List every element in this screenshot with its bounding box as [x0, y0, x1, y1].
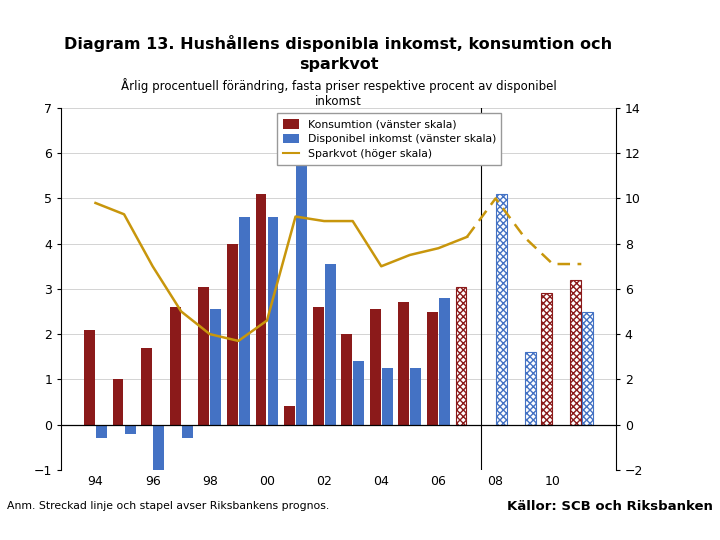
- Bar: [199, 287, 210, 424]
- Bar: [341, 334, 352, 424]
- Bar: [284, 407, 295, 424]
- Bar: [427, 312, 438, 424]
- Bar: [296, 146, 307, 424]
- Bar: [439, 298, 450, 424]
- Bar: [456, 287, 467, 424]
- Bar: [256, 194, 266, 424]
- Text: sparkvot: sparkvot: [299, 57, 378, 72]
- Bar: [181, 424, 193, 438]
- Bar: [570, 280, 581, 424]
- Bar: [153, 424, 164, 474]
- Text: SVERIGES
RIKSBANK: SVERIGES RIKSBANK: [646, 64, 690, 84]
- Bar: [227, 244, 238, 424]
- Bar: [312, 307, 323, 424]
- Bar: [210, 309, 221, 424]
- Text: ✦: ✦: [657, 24, 678, 48]
- Bar: [112, 379, 124, 424]
- Bar: [410, 368, 421, 424]
- Bar: [325, 264, 336, 424]
- Bar: [125, 424, 135, 434]
- Bar: [382, 368, 392, 424]
- Bar: [170, 307, 181, 424]
- Text: Diagram 13. Hushållens disponibla inkomst, konsumtion och: Diagram 13. Hushållens disponibla inkoms…: [64, 35, 613, 52]
- Bar: [496, 194, 507, 424]
- Text: Källor: SCB och Riksbanken: Källor: SCB och Riksbanken: [507, 500, 713, 513]
- Bar: [141, 348, 152, 424]
- Bar: [239, 217, 250, 424]
- Bar: [370, 309, 381, 424]
- Bar: [84, 329, 95, 424]
- Bar: [354, 361, 364, 424]
- Bar: [541, 293, 552, 424]
- Bar: [525, 352, 536, 424]
- Text: Anm. Streckad linje och stapel avser Riksbankens prognos.: Anm. Streckad linje och stapel avser Rik…: [7, 501, 330, 511]
- Legend: Konsumtion (vänster skala), Disponibel inkomst (vänster skala), Sparkvot (höger : Konsumtion (vänster skala), Disponibel i…: [277, 113, 501, 165]
- Text: Årlig procentuell förändring, fasta priser respektive procent av disponibel
inko: Årlig procentuell förändring, fasta pris…: [120, 78, 557, 108]
- Bar: [268, 217, 279, 424]
- Bar: [398, 302, 409, 424]
- Bar: [96, 424, 107, 438]
- Bar: [582, 312, 593, 424]
